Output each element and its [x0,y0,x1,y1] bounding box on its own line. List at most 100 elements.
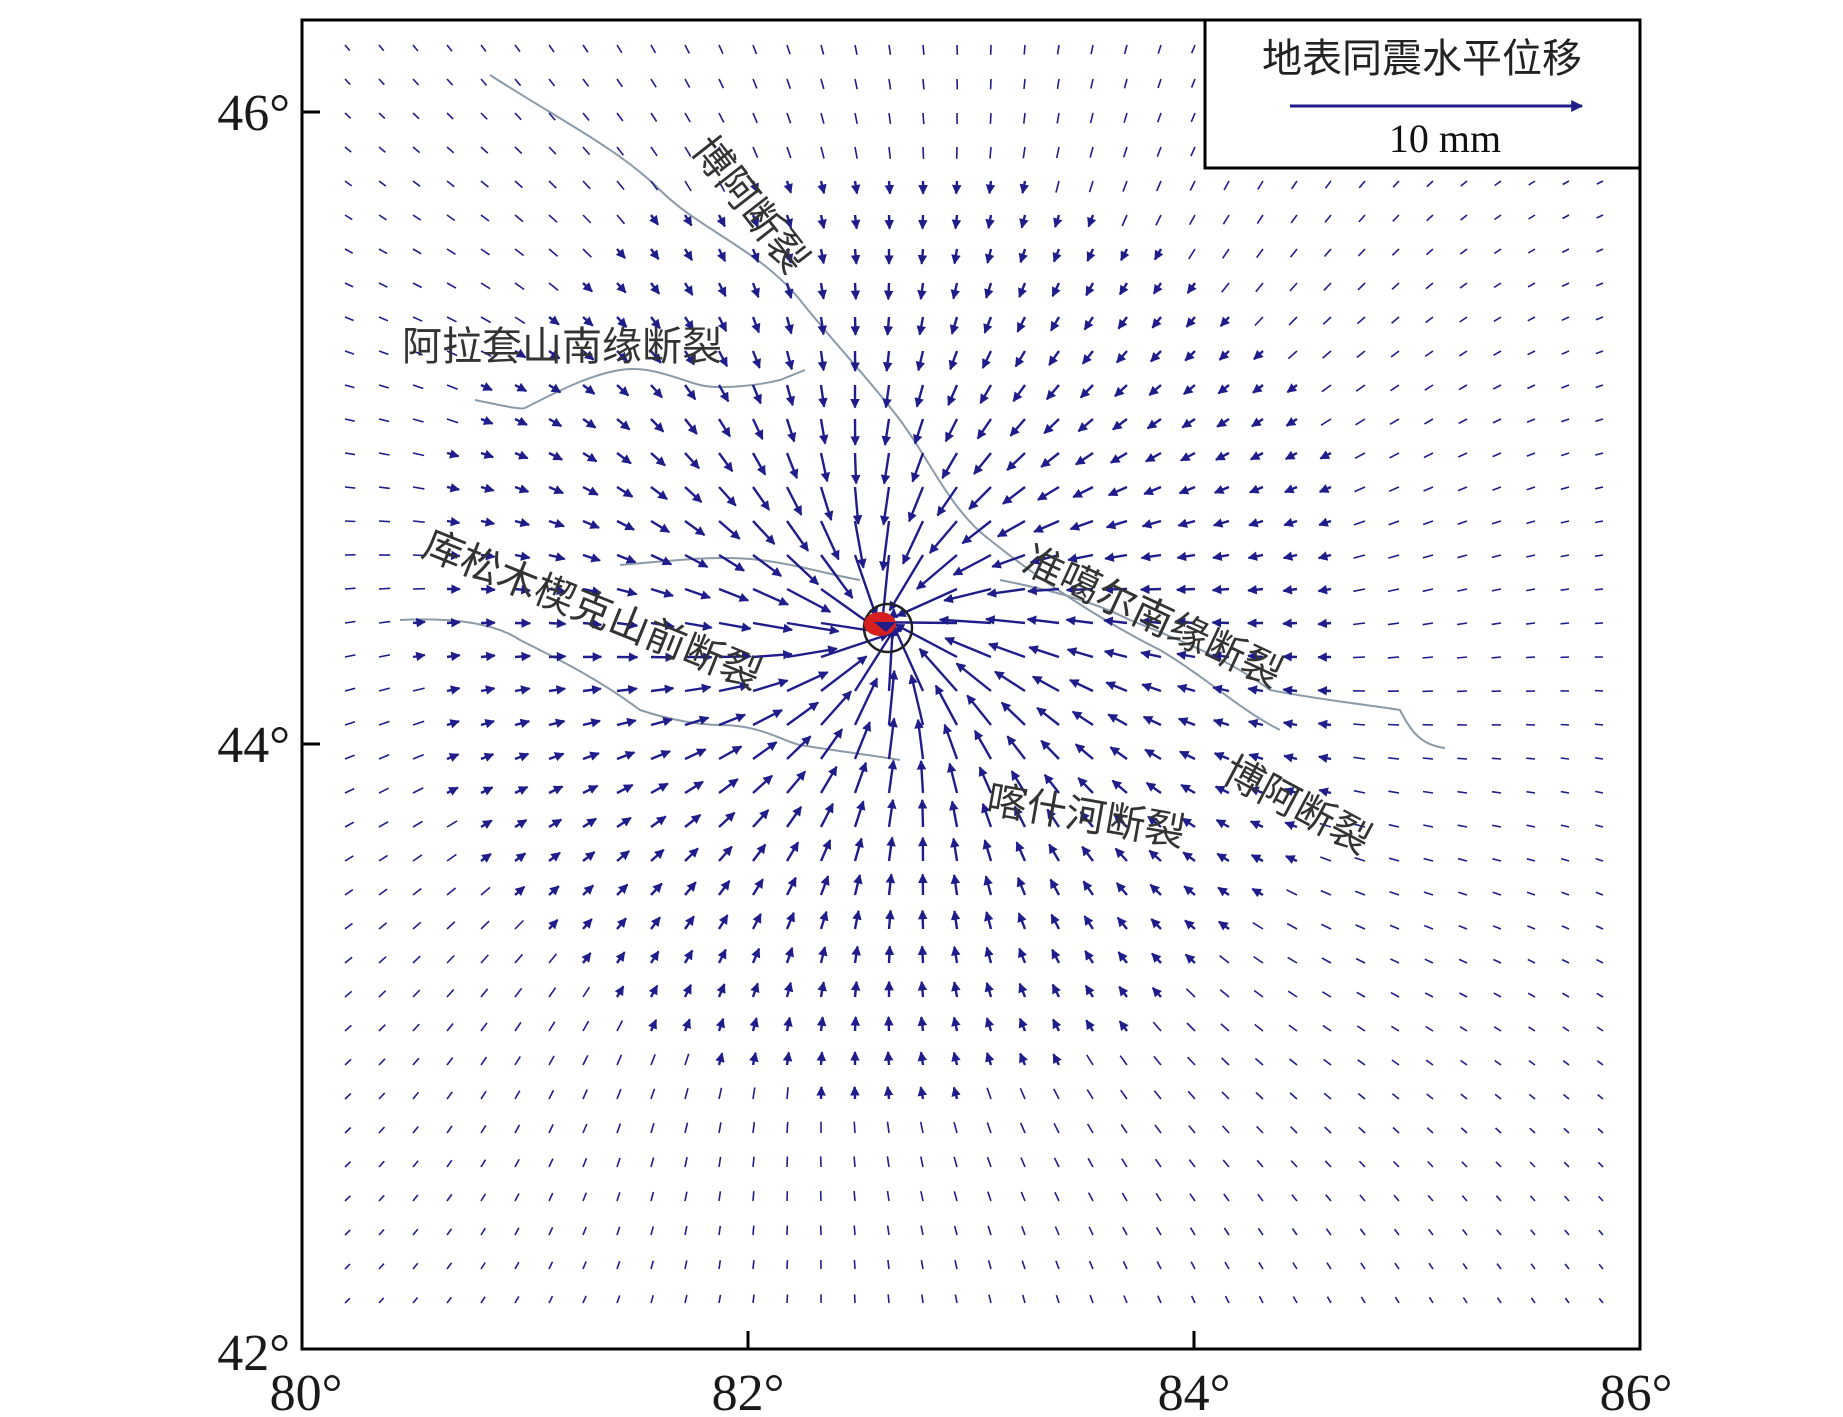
displacement-vector [548,618,567,629]
displacement-vector [1353,656,1366,659]
displacement-vector [1527,992,1536,998]
displacement-vector [548,953,558,964]
displacement-vector [1056,44,1060,55]
displacement-vector [1528,214,1536,220]
displacement-vector [716,248,727,263]
displacement-vector [514,1227,520,1236]
displacement-vector [649,950,660,964]
displacement-vector [1250,854,1264,864]
displacement-vector [1492,384,1502,390]
displacement-vector [412,617,426,628]
displacement-vector [1189,1193,1196,1202]
displacement-vector [1026,615,1060,626]
displacement-vector [1018,1017,1028,1032]
displacement-vector [650,1260,655,1270]
displacement-vector [1109,451,1128,464]
displacement-vector [616,1295,621,1304]
displacement-vector [412,1194,419,1202]
displacement-vector [785,876,797,896]
displacement-vector [1354,452,1366,460]
displacement-vector [1494,214,1502,221]
displacement-vector [514,282,525,291]
displacement-vector [582,986,591,998]
displacement-vector [886,836,896,862]
displacement-vector [616,180,625,191]
displacement-vector [616,619,639,630]
displacement-vector [1317,584,1332,595]
displacement-vector [1388,486,1400,493]
displacement-vector [616,750,636,761]
displacement-vector [1526,790,1536,794]
displacement-vector [1318,484,1332,494]
displacement-vector [718,180,726,192]
displacement-vector [378,787,389,794]
displacement-vector [684,813,702,828]
displacement-vector [480,1227,486,1236]
displacement-vector [1248,518,1264,528]
displacement-vector [650,1054,656,1066]
displacement-vector [1082,880,1094,896]
displacement-vector [1354,856,1366,862]
displacement-vector [752,678,789,693]
displacement-vector [616,783,634,795]
displacement-vector [1256,1125,1264,1134]
displacement-vector [1189,180,1196,191]
displacement-vector [1185,988,1196,998]
displacement-vector [1147,815,1162,828]
displacement-vector [1157,1295,1162,1304]
displacement-vector [1190,1261,1196,1270]
displacement-vector [378,418,390,423]
displacement-vector [1595,316,1604,321]
displacement-vector [1561,418,1570,423]
displacement-vector [378,1126,386,1134]
displacement-vector [480,1262,486,1270]
displacement-vector [1055,1260,1060,1270]
displacement-vector [718,1225,722,1236]
displacement-vector [446,1057,454,1066]
displacement-vector [1033,519,1060,533]
displacement-vector [1290,214,1298,224]
displacement-vector [548,112,556,121]
displacement-vector [378,720,390,726]
displacement-vector [983,875,993,896]
displacement-vector [650,815,667,828]
displacement-vector [1594,588,1604,591]
displacement-vector [752,44,758,55]
displacement-vector [1139,617,1162,627]
displacement-vector [1461,1195,1468,1202]
displacement-vector [1594,757,1604,760]
displacement-vector [819,765,838,794]
displacement-vector [718,44,724,55]
displacement-vector [983,316,993,334]
displacement-vector [1180,451,1196,462]
displacement-vector [1561,384,1570,389]
displacement-vector [1320,923,1332,930]
displacement-vector [1112,418,1128,431]
displacement-vector [548,282,559,292]
displacement-vector [717,350,729,368]
y-tick-46: 46° [217,85,290,142]
displacement-vector [1043,773,1060,794]
displacement-vector [480,584,496,595]
displacement-vector [1247,651,1264,662]
displacement-vector [917,248,928,265]
displacement-vector [480,819,493,830]
displacement-vector [1040,739,1060,760]
displacement-vector [917,282,927,301]
displacement-vector [951,248,961,265]
displacement-vector [1459,248,1468,255]
displacement-vector [582,1261,587,1270]
displacement-vector [853,628,896,692]
displacement-vector [953,1225,958,1236]
displacement-vector [1462,1296,1468,1304]
displacement-vector [1322,316,1332,325]
displacement-vector [917,798,928,828]
displacement-vector [480,786,494,796]
displacement-vector [1252,383,1264,394]
displacement-vector [885,873,896,896]
displacement-vector [786,78,792,90]
displacement-vector [480,44,487,52]
displacement-vector [883,1085,894,1100]
displacement-vector [1222,1159,1230,1168]
displacement-vector [446,214,456,222]
